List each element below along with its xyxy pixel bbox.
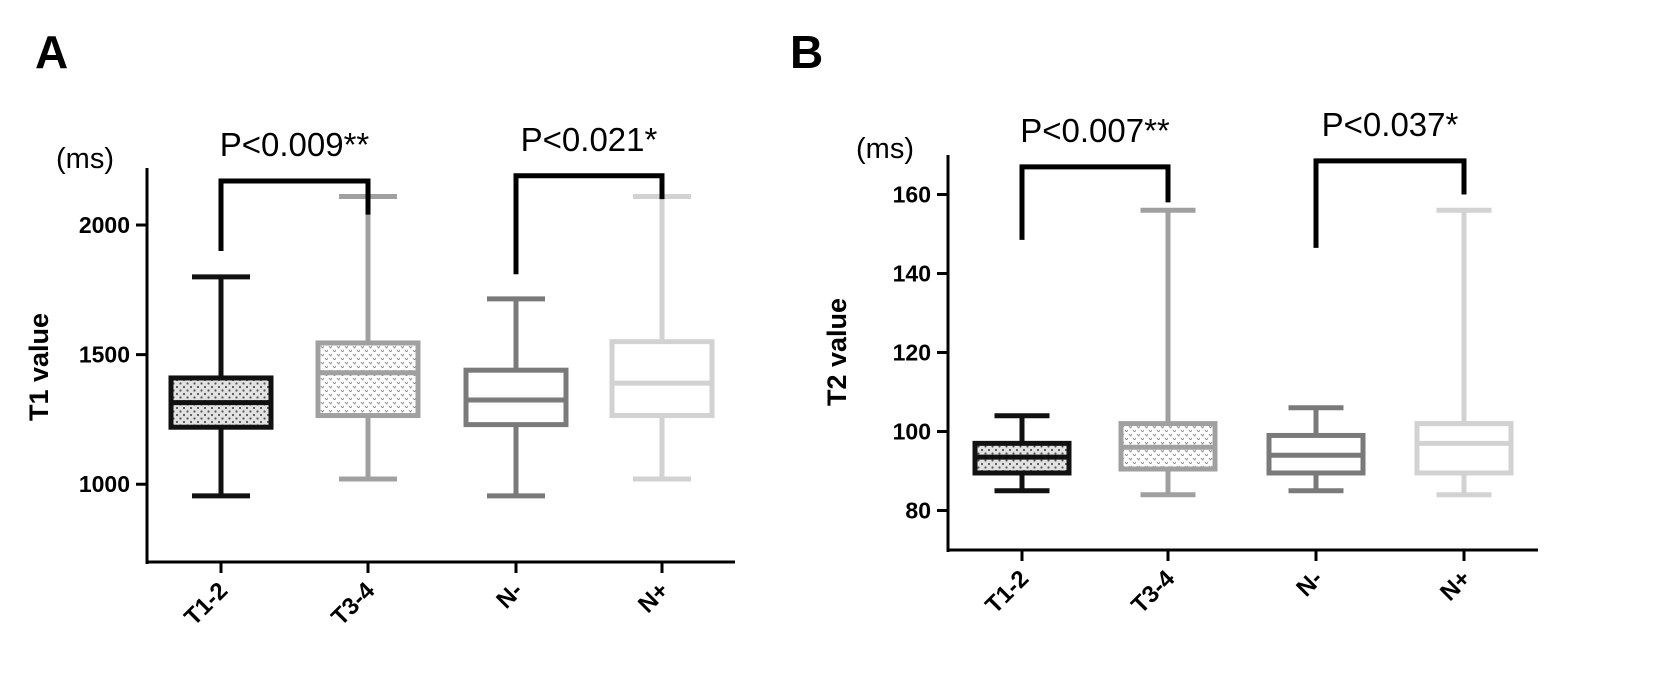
- panel-a-y-tick-label: 1500: [79, 342, 130, 368]
- iqr-box: [315, 340, 421, 419]
- panel-b-p-value-label: P<0.037*: [1322, 106, 1459, 143]
- panel-a-significance-bracket: [218, 178, 371, 251]
- panel-a-box-n-: [463, 296, 569, 499]
- iqr-box: [463, 367, 569, 428]
- panel-b-y-tick-label: 80: [905, 498, 931, 524]
- panel-a-x-tick-label: T1-2: [179, 577, 233, 631]
- panel-a-label: A: [35, 26, 68, 78]
- panel-a-x-tick-label: T3-4: [326, 577, 380, 631]
- panel-a-unit-label: (ms): [56, 143, 114, 175]
- panel-b-marks: 80 100 120 140 160 T1-2 T3-4 N- N+ P<0.007** P<0.0…: [893, 106, 1538, 619]
- panel-b-box-n-: [1266, 405, 1366, 494]
- panel-a-p-value-label: P<0.009**: [220, 126, 370, 163]
- panel-b-significance-bracket: [1019, 164, 1171, 240]
- panel-b-y-tick-label: 140: [893, 261, 931, 287]
- panel-b-p-value-label: P<0.007**: [1020, 112, 1170, 149]
- panel-a-significance-bracket: [513, 173, 665, 275]
- panel-b-x-tick-label: N+: [1435, 565, 1476, 606]
- panel-b-y-tick-label: 120: [893, 340, 931, 366]
- iqr-box: [1414, 421, 1514, 476]
- panel-b: B (ms) T2 value 80 100 120 140 160 T1-2 T3-4 N-…: [790, 26, 1538, 619]
- panel-b-y-tick-label: 100: [893, 419, 931, 445]
- iqr-box: [609, 339, 715, 419]
- panel-b-unit-label: (ms): [856, 133, 914, 165]
- panel-b-x-tick-label: T1-2: [980, 565, 1034, 619]
- panel-b-label: B: [790, 26, 823, 78]
- panel-b-significance-bracket: [1313, 158, 1467, 248]
- panel-a: A (ms) T1 value 1000 1500 2000 T1-2 T3-4 N- N+…: [24, 26, 735, 631]
- panel-a-marks: 1000 1500 2000 T1-2 T3-4 N- N+ P<0.009** P<0.021…: [79, 121, 735, 631]
- panel-a-x-tick-label: N+: [633, 577, 674, 618]
- panel-a-p-value-label: P<0.021*: [521, 121, 658, 158]
- panel-a-y-tick-label: 2000: [79, 212, 130, 238]
- panel-a-x-tick-label: N-: [491, 577, 528, 614]
- panel-a-box-t1-2: [168, 274, 274, 499]
- panel-b-box-t3-4: [1118, 207, 1218, 498]
- panel-b-y-axis-label: T2 value: [822, 298, 852, 406]
- panel-a-y-axis-label: T1 value: [24, 313, 54, 421]
- panel-b-box-t1-2: [972, 413, 1072, 494]
- panel-a-box-n-: [609, 194, 715, 482]
- panel-b-box-n-: [1414, 207, 1514, 498]
- panel-a-box-t3-4: [315, 194, 421, 482]
- panel-a-y-tick-label: 1000: [79, 471, 130, 497]
- panel-b-x-tick-label: T3-4: [1126, 565, 1180, 619]
- panel-b-y-tick-label: 160: [893, 182, 931, 208]
- panel-b-x-tick-label: N-: [1291, 565, 1328, 602]
